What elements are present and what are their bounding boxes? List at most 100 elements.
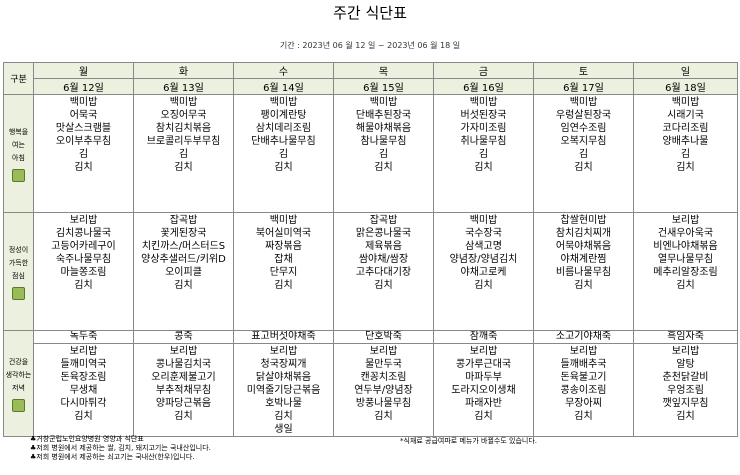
day-date: 6월 17일 <box>533 78 634 95</box>
menu-item: 마늘쫑조림 <box>60 267 107 278</box>
menu-cell: 백미밥 오징어무국 참치김치볶음 브로콜리두부무침 김 김치 <box>133 94 234 213</box>
menu-item: 버섯된장국 <box>460 110 507 121</box>
menu-item: 백미밥 <box>369 97 398 108</box>
day-name: 화 <box>133 62 234 79</box>
menu-item: 보리밥 <box>269 346 298 357</box>
menu-item: 해물야채볶음 <box>355 123 412 134</box>
menu-item: 치킨까스/머스터드S <box>141 241 226 252</box>
menu-item: 닭살야채볶음 <box>255 372 312 383</box>
menu-item: 잡채 <box>274 254 293 265</box>
menu-item: 시래기국 <box>667 110 704 121</box>
menu-cell: 보리밥 들깨미역국 돈육장조림 무생채 다시마튀각 김치 <box>33 343 134 437</box>
sprout-icon <box>12 398 25 412</box>
menu-cell: 보리밥 김치콩나물국 고등어카레구이 숙주나물무침 마늘쫑조림 김치 <box>33 212 134 331</box>
day-name: 일 <box>633 62 738 79</box>
menu-item: 야채고로케 <box>460 267 507 278</box>
menu-item: 양념장/양념김치 <box>449 254 518 265</box>
menu-item: 콩나물김치국 <box>155 359 212 370</box>
menu-item: 어묵국 <box>69 110 98 121</box>
porridge-cell: 단호박죽 <box>333 330 434 344</box>
menu-item: 고추다대기장 <box>355 267 412 278</box>
menu-item: 김치 <box>374 162 393 173</box>
menu-item-extra: 생일 <box>274 424 293 435</box>
menu-item: 백미밥 <box>569 97 598 108</box>
porridge-cell: 콩죽 <box>133 330 234 344</box>
menu-table: 구분 월 화 수 목 금 토 일 6월 12일 6월 13일 6월 14일 6월… <box>3 62 738 437</box>
menu-item: 삼색고명 <box>465 241 502 252</box>
menu-item: 우렁살된장국 <box>555 110 612 121</box>
menu-item: 단배추나물무침 <box>251 136 316 147</box>
menu-cell: 백미밥 우렁살된장국 임연수조림 오복지무침 김 김치 <box>533 94 634 213</box>
porridge-cell: 흑임자죽 <box>633 330 738 344</box>
day-name: 토 <box>533 62 634 79</box>
menu-item: 팽이계란탕 <box>260 110 307 121</box>
menu-item: 메추리알장조림 <box>653 267 718 278</box>
note-line: ♣거창군립노인요양병원 영양과 식단표 <box>30 435 144 443</box>
supply-note: *식재료 공급여파로 메뉴가 바뀔수도 있습니다. <box>400 437 537 445</box>
meal-label-line: 생각하는 <box>5 370 32 379</box>
menu-item: 북어실미역국 <box>255 228 312 239</box>
menu-item: 김치 <box>274 162 293 173</box>
menu-item: 청국장찌개 <box>260 359 307 370</box>
menu-item: 보리밥 <box>169 346 198 357</box>
menu-item: 꽃게된장국 <box>160 228 207 239</box>
menu-item: 김치콩나물국 <box>55 228 112 239</box>
menu-item: 들깨미역국 <box>60 359 107 370</box>
menu-item: 양배추나물 <box>662 136 709 147</box>
menu-item: 김 <box>478 149 489 160</box>
meal-label-line: 점심 <box>12 271 25 280</box>
menu-item: 들깨배추국 <box>560 359 607 370</box>
menu-cell: 보리밥 건새우아욱국 비엔나야채볶음 열무나물무침 메추리알장조림 김치 <box>633 212 738 331</box>
menu-item: 김치 <box>274 411 293 422</box>
porridge-cell: 소고기야채죽 <box>533 330 634 344</box>
menu-item: 단배추된장국 <box>355 110 412 121</box>
menu-item: 파래자반 <box>465 398 502 409</box>
menu-item: 숙주나물무침 <box>55 254 112 265</box>
menu-item: 잡곡밥 <box>169 215 198 226</box>
menu-item: 김치 <box>74 280 93 291</box>
day-date: 6월 13일 <box>133 78 234 95</box>
menu-item: 백미밥 <box>469 215 498 226</box>
menu-item: 김 <box>578 149 589 160</box>
menu-item: 어묵야채볶음 <box>555 241 612 252</box>
menu-item: 양파당근볶음 <box>155 398 212 409</box>
menu-item: 보리밥 <box>369 346 398 357</box>
meal-label-line: 저녁 <box>12 383 25 392</box>
footer-notes: ♣거창군립노인요양병원 영양과 식단표 ♣저희 병원에서 제공하는 쌀, 김치,… <box>30 435 211 462</box>
menu-item: 보리밥 <box>569 346 598 357</box>
menu-item: 김치 <box>474 162 493 173</box>
menu-item: 백미밥 <box>69 97 98 108</box>
menu-item: 보리밥 <box>469 346 498 357</box>
menu-item: 오복지무침 <box>560 136 607 147</box>
menu-item: 김치 <box>174 162 193 173</box>
menu-item: 도라지오이생채 <box>451 385 516 396</box>
porridge-cell: 참깨죽 <box>433 330 534 344</box>
meal-label-line: 건강을 <box>8 357 29 366</box>
menu-cell: 백미밥 북어실미역국 짜장볶음 잡채 단무지 김치 <box>233 212 334 331</box>
menu-cell: 보리밥 들깨배추국 돈육불고기 콩송이조림 무장아찌 김치 <box>533 343 634 437</box>
day-date: 6월 16일 <box>433 78 534 95</box>
menu-item: 김 <box>278 149 289 160</box>
menu-item: 김 <box>378 149 389 160</box>
meal-label-line: 여는 <box>12 140 25 149</box>
day-date: 6월 15일 <box>333 78 434 95</box>
menu-item: 부추적채무침 <box>155 385 212 396</box>
menu-cell: 보리밥 청국장찌개 닭살야채볶음 미역줄기당근볶음 호박나물 김치 생일 <box>233 343 334 437</box>
menu-cell: 보리밥 콩나물김치국 오리훈제불고기 부추적채무침 양파당근볶음 김치 <box>133 343 234 437</box>
menu-item: 삼치데리조림 <box>255 123 312 134</box>
menu-item: 짜장볶음 <box>265 241 302 252</box>
menu-item: 김 <box>78 149 89 160</box>
header-label: 구분 <box>3 62 34 95</box>
page-title: 주간 식단표 <box>333 4 407 22</box>
meal-label-line: 아침 <box>12 153 25 162</box>
menu-item: 캔꽁치조림 <box>360 372 407 383</box>
menu-item: 브로콜리두부무침 <box>146 136 221 147</box>
menu-item: 김치 <box>274 280 293 291</box>
menu-item: 콩가루근대국 <box>455 359 512 370</box>
menu-item: 백미밥 <box>671 97 700 108</box>
menu-item: 국수장국 <box>465 228 502 239</box>
menu-item: 김치 <box>374 411 393 422</box>
day-date: 6월 12일 <box>33 78 134 95</box>
porridge-cell: 녹두죽 <box>33 330 134 344</box>
